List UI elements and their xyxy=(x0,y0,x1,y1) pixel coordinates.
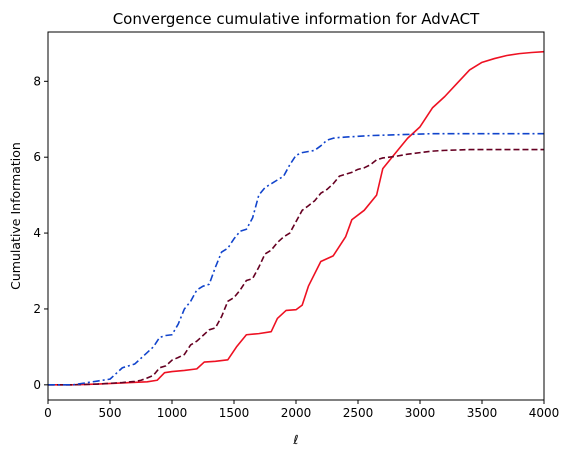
x-axis: 0 500 1000 1500 2000 2500 3000 3500 4000 xyxy=(44,400,559,420)
x-tick-label: 3500 xyxy=(467,406,498,420)
series-line-2 xyxy=(48,148,544,386)
x-tick-label: 500 xyxy=(99,406,122,420)
x-tick-label: 2000 xyxy=(281,406,312,420)
y-axis: 0 2 4 6 8 xyxy=(33,74,48,392)
series-line-1 xyxy=(48,50,545,386)
y-tick-label: 4 xyxy=(33,226,41,240)
y-tick-label: 2 xyxy=(33,302,41,316)
x-axis-label: ℓ xyxy=(292,432,298,447)
x-tick-label: 3000 xyxy=(405,406,436,420)
x-tick-label: 4000 xyxy=(529,406,560,420)
y-tick-label: 0 xyxy=(33,378,41,392)
y-axis-label: Cumulative Information xyxy=(8,142,23,290)
plot-area xyxy=(48,50,545,386)
series-line-3 xyxy=(48,132,544,386)
x-tick-label: 0 xyxy=(44,406,52,420)
x-tick-label: 1500 xyxy=(219,406,250,420)
x-tick-label: 1000 xyxy=(157,406,188,420)
x-tick-label: 2500 xyxy=(343,406,374,420)
plot-frame xyxy=(47,31,545,401)
chart-title: Convergence cumulative information for A… xyxy=(113,10,480,28)
y-tick-label: 8 xyxy=(33,74,41,88)
y-tick-label: 6 xyxy=(33,150,41,164)
